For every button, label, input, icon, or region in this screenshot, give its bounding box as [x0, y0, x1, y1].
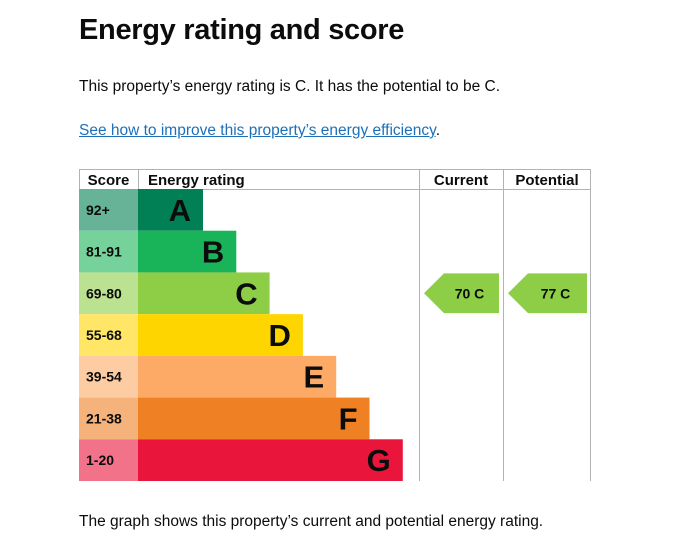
score-cell-g: [79, 439, 138, 481]
score-cell-c: [79, 272, 138, 315]
header-potential: Potential: [515, 172, 578, 189]
header-score: Score: [88, 172, 130, 189]
score-label-c: 69-80: [86, 285, 122, 301]
improve-efficiency-link[interactable]: See how to improve this property’s energ…: [79, 122, 436, 139]
score-cell-e: [79, 355, 138, 398]
link-suffix: .: [435, 122, 440, 139]
header-energy-rating: Energy rating: [148, 172, 245, 189]
rating-letter-e: E: [304, 360, 325, 395]
chart-caption: The graph shows this property’s current …: [79, 513, 544, 530]
rating-bar-g: [138, 439, 403, 481]
score-cell-f: [79, 397, 138, 440]
score-cell-d: [79, 314, 138, 356]
score-label-g: 1-20: [86, 452, 114, 468]
score-cell-b: [79, 230, 138, 273]
score-cell-a: [79, 189, 138, 231]
rating-bar-b: [138, 230, 237, 273]
potential-rating-label: 77 C: [541, 285, 571, 301]
score-label-e: 39-54: [86, 369, 122, 385]
rating-bar-f: [138, 397, 370, 440]
rating-letter-f: F: [339, 401, 358, 436]
header-current: Current: [434, 172, 488, 189]
rating-bar-d: [138, 314, 303, 356]
chart-bands: 92+ A 81-91 B 69-80 C 55-68 D 39-54 E 21-38 F 1-20 G: [79, 189, 403, 481]
rating-bar-c: [138, 272, 270, 315]
rating-letter-a: A: [169, 193, 191, 228]
score-label-b: 81-91: [86, 244, 122, 260]
rating-letter-g: G: [367, 443, 391, 478]
improve-link-line: See how to improve this property’s energ…: [79, 122, 440, 140]
rating-letter-d: D: [269, 318, 291, 353]
score-label-d: 55-68: [86, 327, 122, 343]
rating-bar-a: [138, 189, 203, 231]
rating-letter-b: B: [202, 235, 224, 270]
potential-rating-arrow: [508, 273, 587, 314]
rating-summary: This property’s energy rating is C. It h…: [79, 78, 501, 95]
current-rating-arrow: [424, 273, 499, 314]
current-rating-label: 70 C: [455, 285, 485, 301]
rating-bar-e: [138, 355, 337, 398]
chart-pointers: 70 C 77 C: [424, 273, 587, 314]
chart-frame: Score Energy rating Current Potential: [79, 169, 591, 481]
score-label-a: 92+: [86, 202, 110, 218]
page-title: Energy rating and score: [79, 14, 405, 46]
rating-letter-c: C: [235, 276, 257, 311]
score-label-f: 21-38: [86, 410, 122, 426]
